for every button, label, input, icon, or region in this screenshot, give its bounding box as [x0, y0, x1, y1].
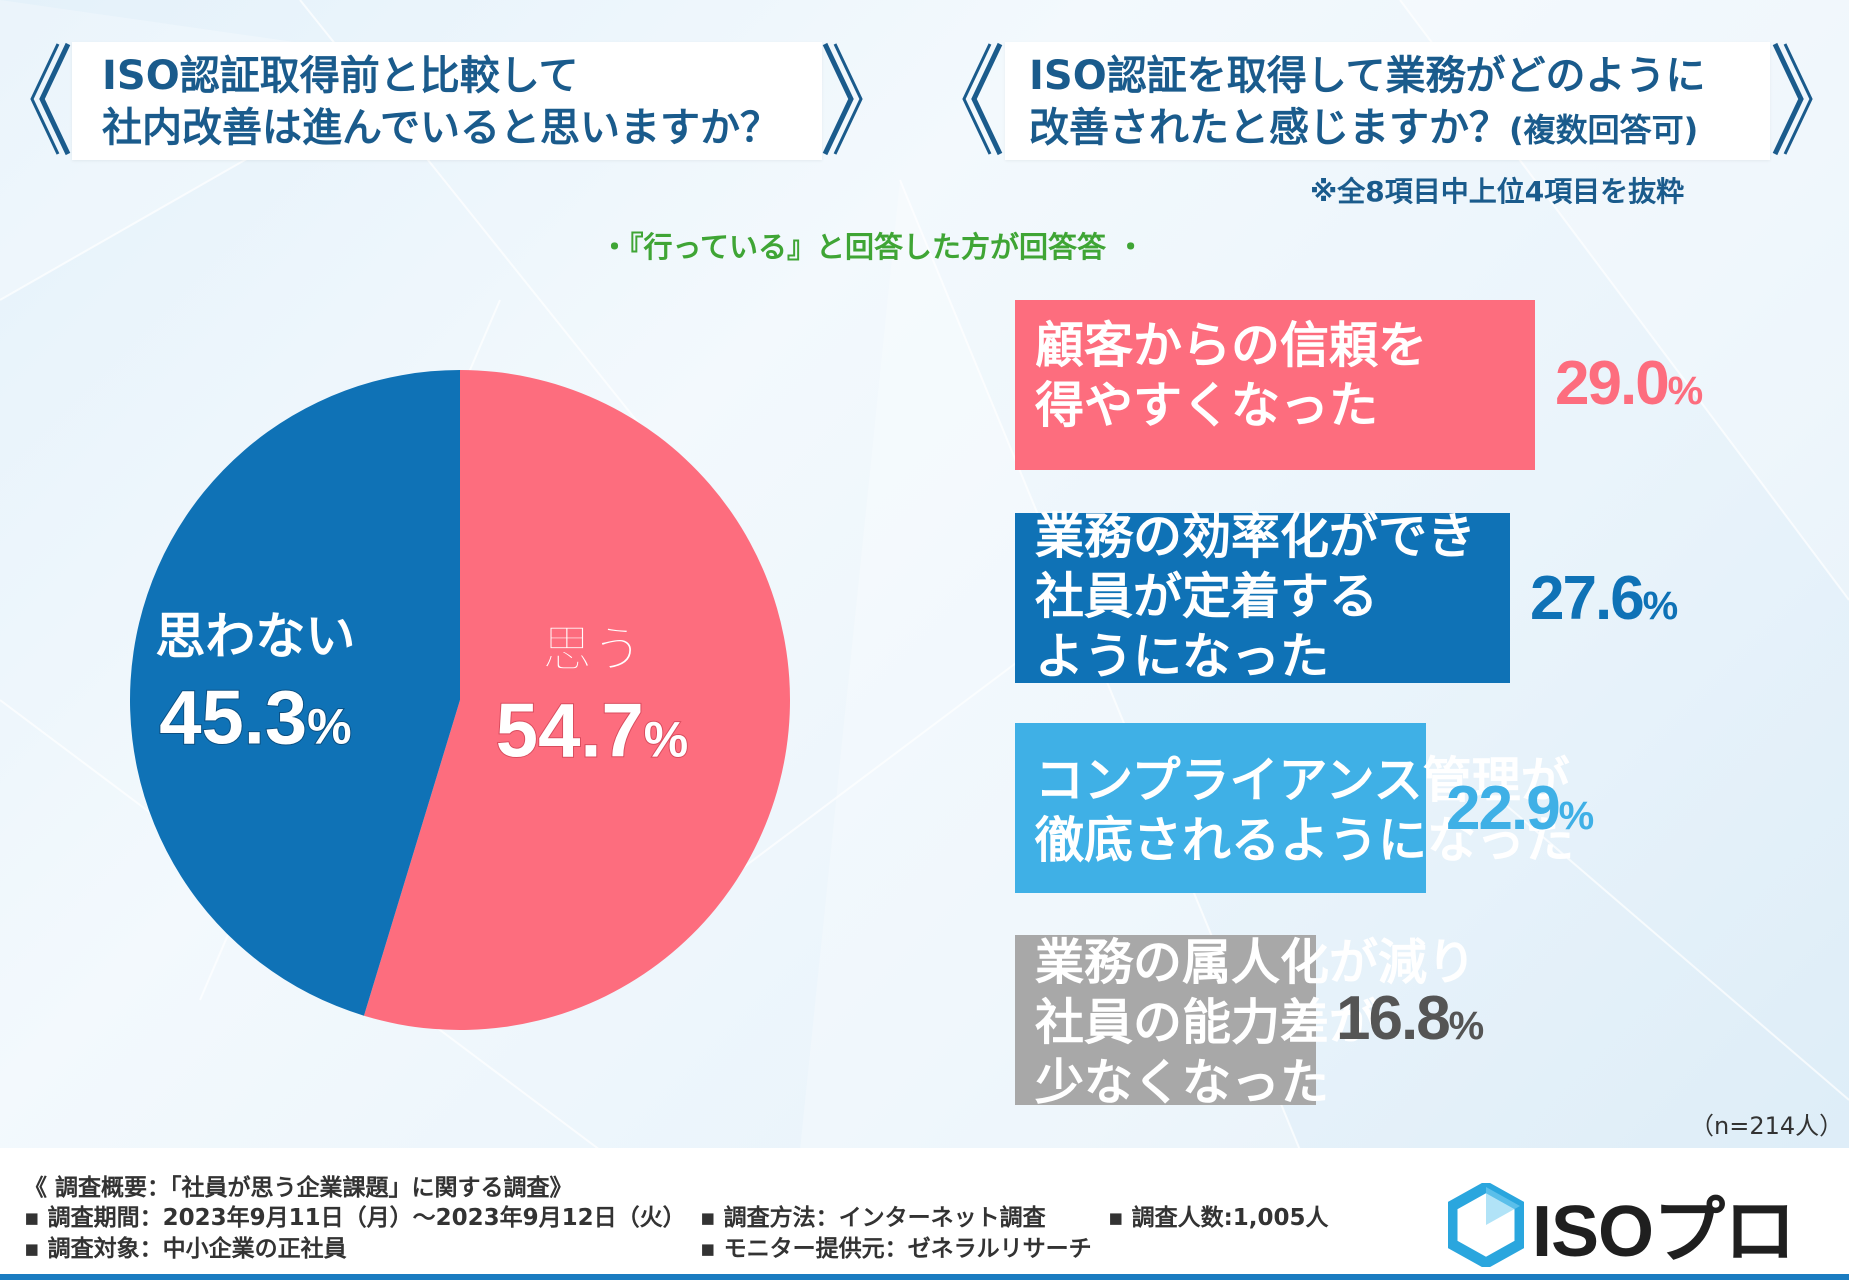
right-note: ※全8項目中上位4項目を抜粋	[1310, 175, 1685, 208]
footer-method: ▪ 調査方法：インターネット調査	[700, 1205, 1046, 1231]
right-question-sub: (複数回答可)	[1509, 111, 1699, 149]
bar-rect: 業務の属人化が減り 社員の能力差が 少なくなった	[1015, 934, 1476, 1111]
bar-item-3: コンプライアンス管理が 徹底されるようになった 22.9%	[1015, 723, 1594, 893]
isopro-logo: ISOプロ	[1448, 1172, 1796, 1277]
left-question-title: ISO認証取得前と比較して 社内改善は進んでいると思いますか？	[102, 50, 780, 154]
bar-value-main: 29.0	[1555, 349, 1670, 418]
left-question-box: ISO認証取得前と比較して 社内改善は進んでいると思いますか？	[72, 42, 822, 160]
bar-label-line: 徹底されるようになった	[1035, 812, 1575, 869]
pie-slice-value: 54.7%	[496, 689, 688, 774]
right-question-line2: 改善されたと感じますか？	[1029, 105, 1509, 151]
bar-rect: コンプライアンス管理が 徹底されるようになった	[1015, 723, 1574, 893]
bar-label-line: 得やすくなった	[1035, 377, 1379, 434]
bar-label-line: 社員の能力差が	[1035, 994, 1379, 1051]
left-question-line1: ISO認証取得前と比較して	[102, 53, 579, 99]
footer-monitor: ▪ モニター提供元：ゼネラルリサーチ	[700, 1236, 1092, 1262]
right-question-title: ISO認証を取得して業務がどのように 改善されたと感じますか？(複数回答可)	[1029, 50, 1706, 156]
chevron-right-icon	[1772, 42, 1813, 156]
bar-label: 業務の属人化が減り 社員の能力差が 少なくなった	[1035, 933, 1476, 1113]
bar-value-main: 27.6	[1530, 564, 1645, 633]
pie-slice-value: 45.3%	[159, 675, 351, 760]
chevron-right-icon	[822, 42, 863, 156]
bar-label-line: ようになった	[1035, 628, 1330, 685]
right-question-box: ISO認証を取得して業務がどのように 改善されたと感じますか？(複数回答可)	[1005, 42, 1770, 160]
bar-value: 16.8%	[1336, 983, 1485, 1054]
footer-accent-bar	[0, 1274, 1849, 1280]
pie-value-main: 45.3	[159, 675, 307, 760]
pie-slice-name: 思わない	[155, 607, 355, 665]
bar-label: コンプライアンス管理が 徹底されるようになった	[1035, 751, 1574, 871]
footer	[0, 1148, 1849, 1280]
bar-label-line: 業務の効率化ができ	[1035, 508, 1477, 565]
footer-count: ▪ 調査人数:1,005人	[1108, 1205, 1329, 1231]
bar-value: 29.0%	[1555, 348, 1704, 419]
bar-label-line: 顧客からの信頼を	[1035, 317, 1428, 374]
bar-value-main: 22.9	[1446, 774, 1561, 843]
logo-text: ISOプロ	[1532, 1192, 1796, 1272]
bar-value: 27.6%	[1530, 563, 1679, 634]
bar-label-line: 少なくなった	[1035, 1054, 1330, 1111]
bar-value-unit: %	[1448, 1004, 1485, 1048]
footer-target: ▪ 調査対象：中小企業の正社員	[24, 1236, 347, 1262]
pie-label-omowanai: 思わない 45.3%	[155, 607, 355, 761]
bar-label-line: 業務の属人化が減り	[1035, 934, 1477, 991]
bar-value-unit: %	[1667, 369, 1704, 413]
pie-slice-omou	[363, 370, 790, 1030]
right-question-line1: ISO認証を取得して業務がどのように	[1029, 53, 1706, 99]
bar-value-main: 16.8	[1336, 984, 1451, 1053]
bar-rect: 業務の効率化ができ 社員が定着する ようになった	[1015, 508, 1510, 685]
bar-label: 業務の効率化ができ 社員が定着する ようになった	[1035, 507, 1476, 687]
bar-value-unit: %	[1642, 584, 1679, 628]
footer-period: ▪ 調査期間：2023年9月11日（月）～2023年9月12日（火）	[24, 1205, 686, 1231]
pie-value-main: 54.7	[496, 689, 644, 774]
bar-item-1: 顧客からの信頼を 得やすくなった 29.0%	[1015, 300, 1703, 470]
chevron-left-icon	[962, 42, 1003, 156]
bar-value: 22.9%	[1446, 773, 1595, 844]
pie-chart: 思う 54.7% 思わない 45.3%	[130, 370, 790, 1030]
pie-label-omou: 思う 54.7%	[495, 620, 689, 775]
bar-item-2: 業務の効率化ができ 社員が定着する ようになった 27.6%	[1015, 508, 1678, 685]
left-question-line2: 社内改善は進んでいると思いますか？	[102, 105, 780, 151]
hexagon-logo-icon	[1448, 1182, 1524, 1267]
green-note: ・『行っている』と回答した方が回答答 ・	[600, 230, 1146, 264]
bar-item-4: 業務の属人化が減り 社員の能力差が 少なくなった 16.8%	[1015, 934, 1484, 1111]
footer-summary: 《 調査概要：「社員が思う企業課題」に関する調査》	[24, 1175, 573, 1201]
bar-value-unit: %	[1558, 794, 1595, 838]
bar-rect: 顧客からの信頼を 得やすくなった	[1015, 300, 1535, 470]
bar-label-line: コンプライアンス管理が	[1035, 752, 1570, 809]
pie-slice-omowanai	[130, 370, 460, 1016]
pie-value-unit: %	[644, 712, 688, 768]
sample-size-note: （n=214人）	[1690, 1112, 1844, 1140]
pie-slice-name: 思う	[542, 621, 642, 679]
bar-label-line: 社員が定着する	[1035, 568, 1379, 625]
chevron-left-icon	[30, 42, 71, 156]
pie-value-unit: %	[307, 698, 351, 754]
bar-label: 顧客からの信頼を 得やすくなった	[1035, 316, 1427, 436]
